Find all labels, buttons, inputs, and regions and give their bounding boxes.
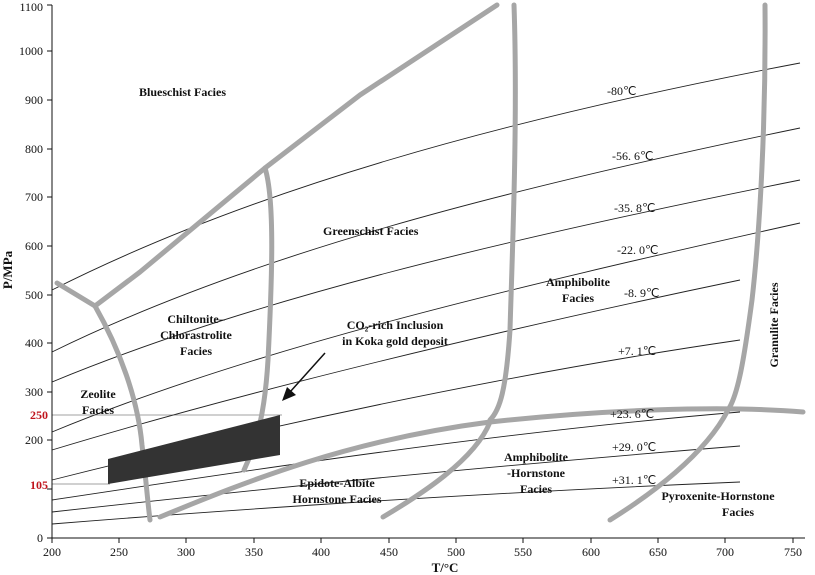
facies-boundaries — [54, 2, 806, 523]
x-tick-label: 500 — [447, 545, 465, 559]
x-axis-title: T/°C — [432, 560, 459, 575]
y-tick-label: 1100 — [19, 0, 43, 14]
isochore-label: -80℃ — [607, 84, 636, 98]
x-tick-labels: 200 250 300 350 400 450 500 550 600 650 … — [43, 545, 802, 559]
y-tick-label: 300 — [25, 385, 43, 399]
zeolite-label-line-1: Zeolite — [80, 387, 116, 401]
isochore-line-minus-56 — [51, 127, 801, 353]
y-tick-label: 700 — [25, 190, 43, 204]
chiltonite-label-line-1: Chiltonite– — [167, 312, 225, 326]
x-tick-label: 200 — [43, 545, 61, 559]
y-tick-label: 1000 — [19, 44, 43, 58]
arrow-head — [282, 387, 296, 401]
isochore-label: -8. 9℃ — [624, 286, 659, 300]
facies-labels: Blueschist Facies Greenschist Facies Chi… — [80, 85, 781, 519]
boundary-blueschist-lower — [92, 2, 500, 309]
epidote-label-line-2: Hornstone Facies — [293, 492, 382, 506]
y-tick-labels: 0 200 300 400 500 600 700 800 900 1000 1… — [19, 0, 48, 545]
y-tick-label: 200 — [25, 433, 43, 447]
isochore-label: +23. 6℃ — [610, 407, 654, 421]
zeolite-label-line-2: Facies — [82, 403, 114, 417]
amphibolite-label-line-2: Facies — [562, 291, 594, 305]
y-tick-label-highlight-105: 105 — [30, 478, 48, 492]
isochore-line-plus-31 — [51, 481, 741, 525]
arrow-shaft — [289, 352, 326, 393]
isochore-labels: -80℃ -56. 6℃ -35. 8℃ -22. 0℃ -8. 9℃ +7. … — [607, 84, 659, 487]
boundary-amphibolite-left — [487, 2, 518, 423]
isochore-label: +29. 0℃ — [612, 440, 656, 454]
isochore-line-minus-22 — [51, 222, 801, 433]
isochore-label: -35. 8℃ — [614, 201, 655, 215]
granulite-label: Granulite Facies — [767, 282, 781, 367]
x-tick-label: 450 — [380, 545, 398, 559]
inclusion-label-line-2: in Koka gold deposit — [342, 334, 448, 348]
x-tick-label: 300 — [177, 545, 195, 559]
isochore-label: -56. 6℃ — [612, 149, 653, 163]
isochore-label: +31. 1℃ — [612, 473, 656, 487]
isochore-label: +7. 1℃ — [618, 344, 656, 358]
x-tick-label: 700 — [716, 545, 734, 559]
x-tick-label: 350 — [245, 545, 263, 559]
amph-horn-label-line-2: -Hornstone — [507, 466, 566, 480]
isochore-line-minus-35 — [51, 179, 801, 383]
isochore-line-minus-80 — [51, 62, 801, 291]
greenschist-label: Greenschist Facies — [323, 224, 419, 238]
chiltonite-label-line-3: Facies — [180, 344, 212, 358]
epidote-label-line-1: Epidote-Albite — [299, 476, 375, 490]
inclusion-arrow — [282, 352, 326, 401]
isochore-line-minus-8 — [51, 279, 741, 451]
isochore-line-plus-23 — [51, 411, 741, 501]
y-tick-label: 400 — [25, 336, 43, 350]
y-tick-label: 500 — [25, 288, 43, 302]
x-tick-label: 750 — [784, 545, 802, 559]
y-tick-label: 900 — [25, 93, 43, 107]
isochore-label: -22. 0℃ — [617, 243, 658, 257]
x-tick-marks — [51, 538, 794, 543]
inclusion-label-line-1: CO₂-rich Inclusion — [347, 318, 444, 332]
boundary-zeolite-upper — [54, 280, 98, 309]
pyroxenite-label-line-1: Pyroxenite-Hornstone — [661, 489, 775, 503]
blueschist-label: Blueschist Facies — [139, 85, 226, 99]
boundary-granulite-left — [607, 2, 768, 523]
y-tick-label-highlight-250: 250 — [30, 408, 48, 422]
x-tick-label: 600 — [582, 545, 600, 559]
chiltonite-label-line-2: Chlorastrolite — [160, 328, 232, 342]
isochore-line-plus-29 — [51, 445, 741, 513]
y-axis-title: P/MPa — [0, 250, 15, 289]
amph-horn-label-line-1: Amphibolite — [504, 450, 569, 464]
x-tick-label: 550 — [514, 545, 532, 559]
amphibolite-label-line-1: Amphibolite — [546, 275, 611, 289]
y-tick-marks — [47, 4, 52, 539]
inclusion-field — [108, 415, 280, 484]
y-tick-label: 600 — [25, 239, 43, 253]
y-tick-label: 800 — [25, 142, 43, 156]
pyroxenite-label-line-2: Facies — [722, 505, 754, 519]
boundary-zeolite-right — [92, 303, 153, 523]
amph-horn-label-line-3: Facies — [520, 482, 552, 496]
y-tick-label: 0 — [37, 531, 43, 545]
x-tick-label: 250 — [110, 545, 128, 559]
boundary-amph-horn-left — [380, 419, 493, 520]
x-tick-label: 650 — [649, 545, 667, 559]
x-tick-label: 400 — [312, 545, 330, 559]
